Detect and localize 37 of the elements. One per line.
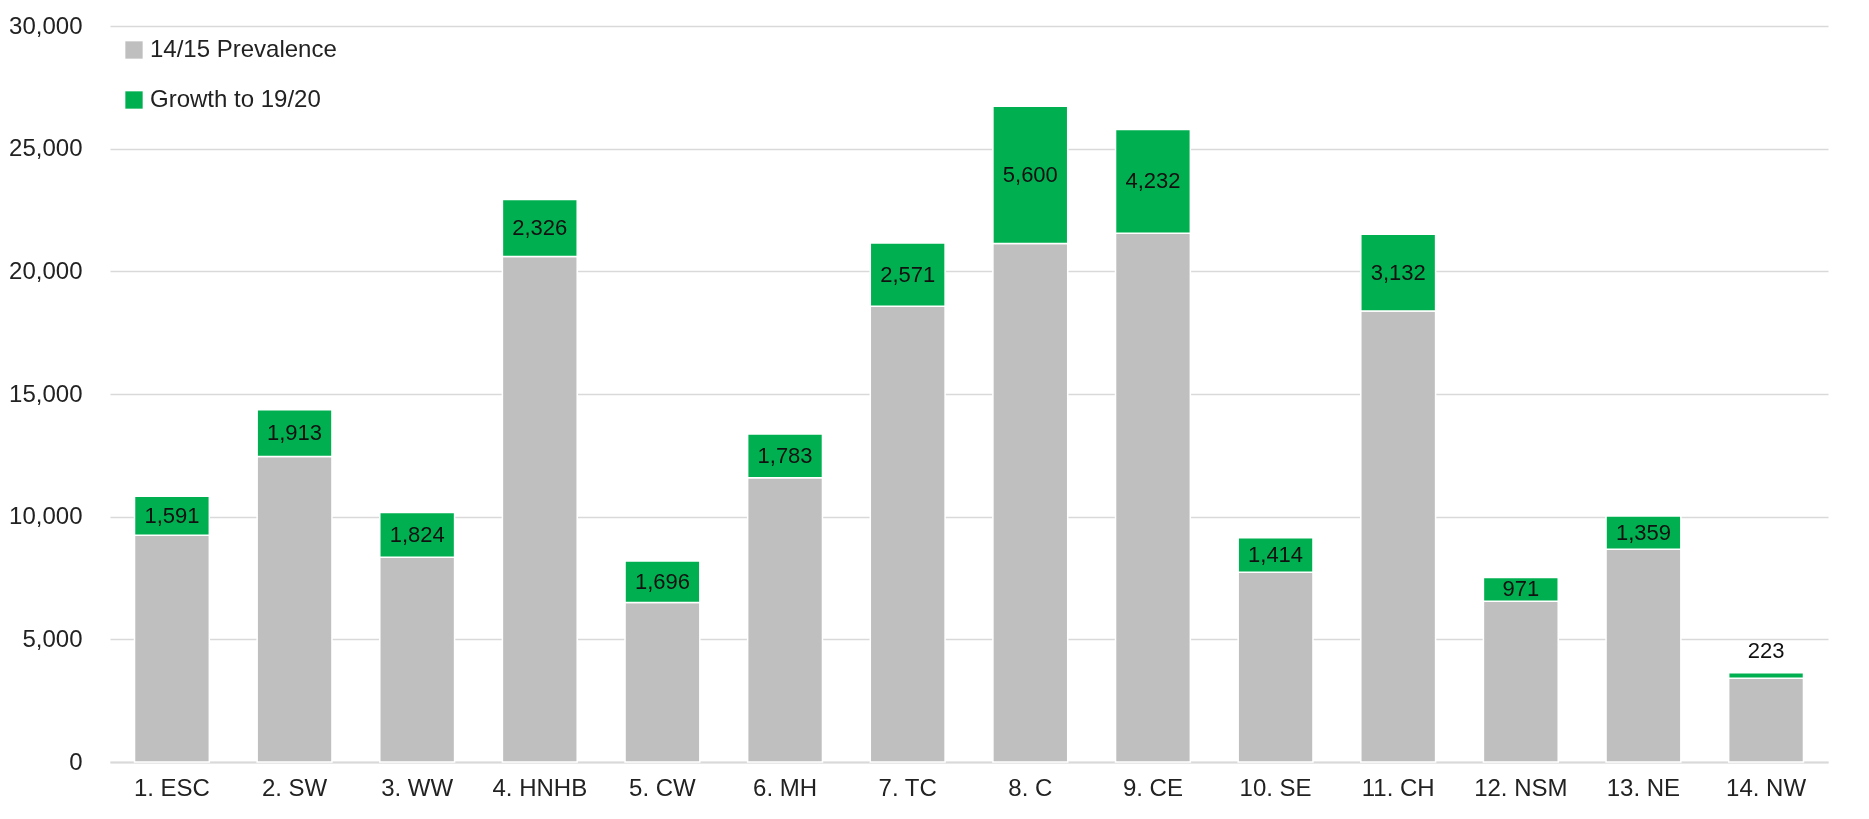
x-tick-label: 9. CE xyxy=(1122,773,1183,801)
y-tick-label: 15,000 xyxy=(9,379,83,407)
x-tick-label: 5. CW xyxy=(629,773,697,801)
data-label: 1,414 xyxy=(1248,542,1304,568)
x-tick-label: 2. SW xyxy=(261,773,328,801)
x-tick-label: 12. NSM xyxy=(1474,773,1568,801)
x-tick-label: 1. ESC xyxy=(133,773,210,801)
x-tick-label: 10. SE xyxy=(1239,773,1312,801)
data-label: 1,824 xyxy=(389,521,445,547)
legend-label: 14/15 Prevalence xyxy=(150,35,337,62)
data-label: 971 xyxy=(1502,576,1540,602)
x-tick-label: 13. NE xyxy=(1606,773,1681,801)
y-tick-label: 0 xyxy=(69,747,83,775)
y-tick-label: 5,000 xyxy=(22,624,83,652)
data-label: 223 xyxy=(1747,637,1785,663)
data-label: 1,913 xyxy=(267,420,323,446)
data-label: 1,696 xyxy=(634,568,690,594)
x-tick-label: 3. WW xyxy=(381,773,454,801)
y-tick-label: 20,000 xyxy=(9,256,83,284)
x-tick-label: 8. C xyxy=(1008,773,1053,801)
y-tick-label: 10,000 xyxy=(9,502,83,530)
data-label: 2,326 xyxy=(512,215,568,241)
data-label: 1,783 xyxy=(757,442,813,468)
data-label: 5,600 xyxy=(1002,161,1058,187)
legend-label: Growth to 19/20 xyxy=(150,85,321,112)
data-label: 4,232 xyxy=(1125,168,1181,194)
x-tick-label: 4. HNHB xyxy=(492,773,588,801)
y-tick-label: 25,000 xyxy=(9,134,83,162)
x-tick-label: 11. CH xyxy=(1361,773,1435,801)
data-label: 1,359 xyxy=(1615,519,1671,545)
data-label: 1,591 xyxy=(144,502,200,528)
x-tick-label: 14. NW xyxy=(1726,773,1807,801)
x-tick-label: 6. MH xyxy=(753,773,818,801)
y-tick-label: 30,000 xyxy=(9,11,83,39)
data-label: 3,132 xyxy=(1370,259,1426,285)
x-tick-label: 7. TC xyxy=(878,773,937,801)
data-label: 2,571 xyxy=(880,261,936,287)
